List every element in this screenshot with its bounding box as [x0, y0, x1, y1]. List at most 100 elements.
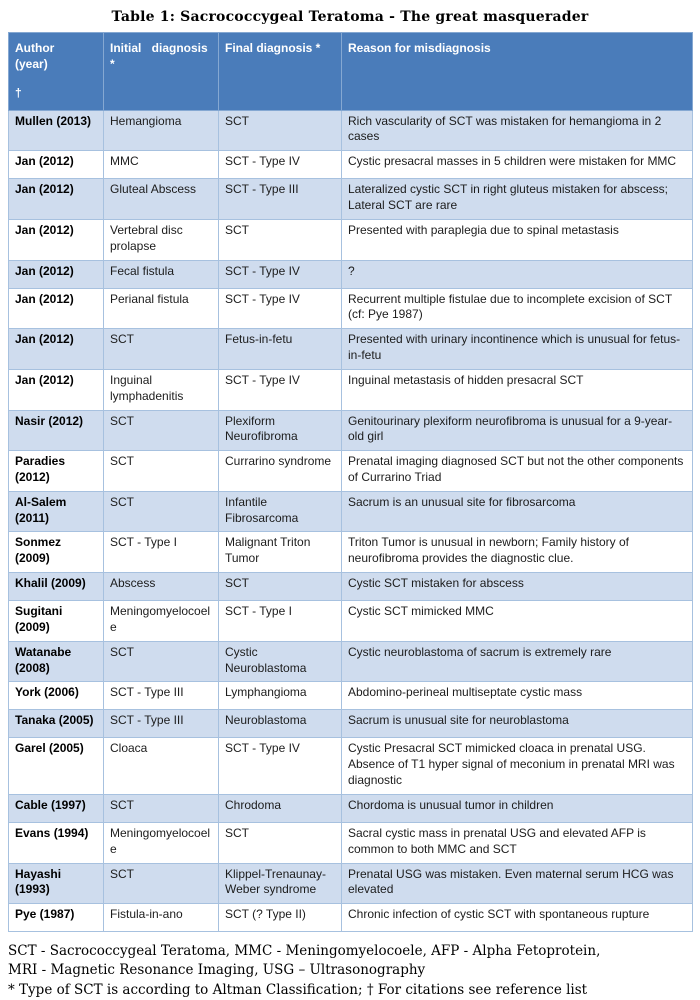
final-cell: SCT - Type III	[218, 178, 342, 220]
final-cell: Infantile Fibrosarcoma	[218, 490, 342, 533]
author-cell: Pye (1987)	[8, 903, 104, 933]
initial-cell: Perianal fistula	[103, 287, 219, 330]
table-header: Author (year) † Initial diagnosis * Final di…	[8, 32, 693, 111]
reason-cell: Prenatal USG was mistaken. Even maternal…	[341, 862, 693, 905]
final-cell: Neuroblastoma	[218, 709, 342, 739]
final-cell: SCT	[218, 109, 342, 152]
column-header-text: Reason for misdiagnosis	[348, 41, 491, 55]
table-row: Jan (2012) Fecal fistula SCT - Type IV?	[8, 259, 693, 289]
table-row: Mullen (2013) Hemangioma SCT Rich vasculari…	[8, 109, 693, 152]
initial-cell: Fecal fistula	[103, 259, 219, 289]
author-cell: Khalil (2009)	[8, 572, 104, 602]
table-row: Evans (1994) Meningomyelocoele SCT Sacral c…	[8, 821, 693, 864]
table-row: Pye (1987) Fistula-in-ano SCT (? Type II) C…	[8, 903, 693, 933]
column-header-initial: Initial diagnosis *	[103, 32, 219, 111]
author-cell: Jan (2012)	[8, 259, 104, 289]
final-cell: SCT - Type IV	[218, 259, 342, 289]
final-cell: SCT	[218, 218, 342, 261]
initial-cell: SCT	[103, 640, 219, 683]
header-row: Author (year) † Initial diagnosis * Final di…	[8, 32, 693, 111]
final-cell: SCT - Type I	[218, 600, 342, 642]
column-header-text: Initial diagnosis	[110, 41, 208, 55]
reason-cell: Triton Tumor is unusual in newborn; Fami…	[341, 531, 693, 574]
author-cell: Al-Salem (2011)	[8, 490, 104, 533]
table-row: Nasir (2012) SCT Plexiform Neurofibroma Gen…	[8, 409, 693, 452]
initial-cell: Cloaca	[103, 737, 219, 795]
reason-cell: Lateralized cystic SCT in right gluteus …	[341, 178, 693, 220]
initial-cell: SCT - Type I	[103, 531, 219, 574]
table-row: Jan (2012) Perianal fistula SCT - Type IV R…	[8, 287, 693, 330]
author-cell: Jan (2012)	[8, 150, 104, 180]
reason-cell: Cystic SCT mistaken for abscess	[341, 572, 693, 602]
table-row: Hayashi (1993) SCT Klippel-Trenaunay-Weber…	[8, 862, 693, 905]
table-row: Watanabe (2008) SCT Cystic Neuroblastoma Cy…	[8, 640, 693, 683]
table-row: Cable (1997) SCT Chrodoma Chordoma is unusu…	[8, 793, 693, 823]
initial-cell: SCT - Type III	[103, 709, 219, 739]
column-header-text: Final diagnosis *	[225, 41, 321, 55]
author-cell: Mullen (2013)	[8, 109, 104, 152]
author-cell: Cable (1997)	[8, 793, 104, 823]
final-cell: Malignant Triton Tumor	[218, 531, 342, 574]
final-cell: Klippel-Trenaunay-Weber syndrome	[218, 862, 342, 905]
author-cell: Tanaka (2005)	[8, 709, 104, 739]
table-row: Paradies (2012) SCT Currarino syndrome Pren…	[8, 450, 693, 492]
reason-cell: Presented with urinary incontinence whic…	[341, 328, 693, 370]
initial-cell: SCT	[103, 793, 219, 823]
reason-cell: Chronic infection of cystic SCT with spo…	[341, 903, 693, 933]
initial-cell: MMC	[103, 150, 219, 180]
table-row: Jan (2012) Vertebral disc prolapse SCT Pres…	[8, 218, 693, 261]
reason-cell: Presented with paraplegia due to spinal …	[341, 218, 693, 261]
final-cell: SCT - Type IV	[218, 287, 342, 330]
initial-cell: Inguinal lymphadenitis	[103, 368, 219, 411]
final-cell: Fetus-in-fetu	[218, 328, 342, 370]
table-row: York (2006) SCT - Type III Lymphangioma Abd…	[8, 681, 693, 711]
initial-cell: SCT	[103, 862, 219, 905]
footnote-line-symbols: * Type of SCT is according to Altman Cla…	[8, 981, 588, 998]
initial-cell: SCT	[103, 328, 219, 370]
initial-cell: Hemangioma	[103, 109, 219, 152]
column-header-text: †	[15, 86, 22, 101]
initial-cell: SCT	[103, 450, 219, 492]
footnotes: SCT - Sacrococcygeal Teratoma, MMC - Men…	[8, 942, 700, 999]
reason-cell: Chordoma is unusual tumor in children	[341, 793, 693, 823]
column-header-reason: Reason for misdiagnosis	[341, 32, 693, 111]
reason-cell: Recurrent multiple fistulae due to incom…	[341, 287, 693, 330]
author-cell: Sonmez (2009)	[8, 531, 104, 574]
initial-cell: SCT	[103, 409, 219, 452]
final-cell: Currarino syndrome	[218, 450, 342, 492]
reason-cell: Sacral cystic mass in prenatal USG and e…	[341, 821, 693, 864]
table-body: Mullen (2013) Hemangioma SCT Rich vasculari…	[8, 109, 693, 933]
author-cell: Jan (2012)	[8, 218, 104, 261]
table-row: Jan (2012) Inguinal lymphadenitis SCT - Ty…	[8, 368, 693, 411]
author-cell: Jan (2012)	[8, 328, 104, 370]
final-cell: Plexiform Neurofibroma	[218, 409, 342, 452]
table-row: Sugitani (2009) Meningomyelocoele SCT - Ty…	[8, 600, 693, 642]
initial-cell: Fistula-in-ano	[103, 903, 219, 933]
final-cell: SCT - Type IV	[218, 150, 342, 180]
reason-cell: Cystic SCT mimicked MMC	[341, 600, 693, 642]
final-cell: SCT - Type IV	[218, 737, 342, 795]
reason-cell: Prenatal imaging diagnosed SCT but not t…	[341, 450, 693, 492]
final-cell: Chrodoma	[218, 793, 342, 823]
author-cell: Paradies (2012)	[8, 450, 104, 492]
final-cell: SCT	[218, 821, 342, 864]
table-row: Jan (2012) Gluteal Abscess SCT - Type III L…	[8, 178, 693, 220]
table-row: Jan (2012) MMC SCT - Type IV Cystic presacr…	[8, 150, 693, 180]
initial-cell: Abscess	[103, 572, 219, 602]
author-cell: Evans (1994)	[8, 821, 104, 864]
author-cell: Nasir (2012)	[8, 409, 104, 452]
author-cell: York (2006)	[8, 681, 104, 711]
initial-cell: Meningomyelocoele	[103, 821, 219, 864]
table-row: Garel (2005) Cloaca SCT - Type IV Cystic Pr…	[8, 737, 693, 795]
author-cell: Sugitani (2009)	[8, 600, 104, 642]
final-cell: SCT	[218, 572, 342, 602]
initial-cell: SCT	[103, 490, 219, 533]
author-cell: Jan (2012)	[8, 287, 104, 330]
author-cell: Jan (2012)	[8, 368, 104, 411]
reason-cell: Cystic presacral masses in 5 children we…	[341, 150, 693, 180]
reason-cell: Cystic neuroblastoma of sacrum is extrem…	[341, 640, 693, 683]
reason-cell: Genitourinary plexiform neurofibroma is …	[341, 409, 693, 452]
reason-cell: Cystic Presacral SCT mimicked cloaca in …	[341, 737, 693, 795]
reason-cell: ?	[341, 259, 693, 289]
